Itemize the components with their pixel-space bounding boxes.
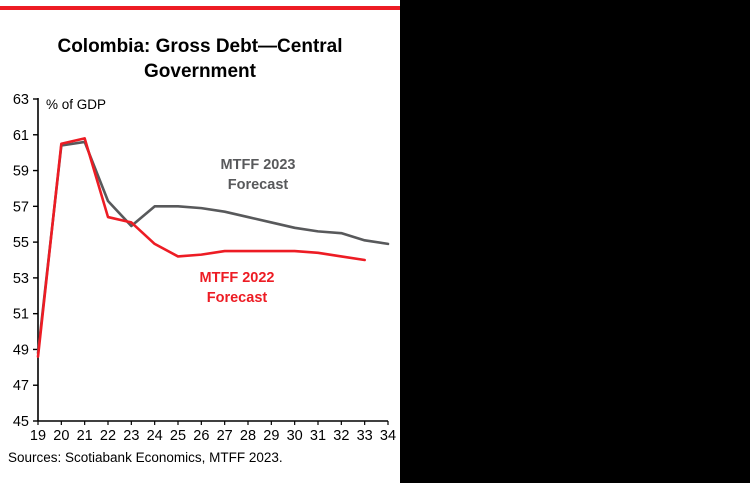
source-note: Sources: Scotiabank Economics, MTFF 2023… bbox=[8, 450, 283, 465]
black-side-panel bbox=[400, 0, 750, 483]
series-label-mtff-2023-line1: MTFF 2023 bbox=[220, 157, 296, 173]
svg-text:21: 21 bbox=[77, 428, 93, 444]
svg-text:49: 49 bbox=[13, 342, 29, 358]
svg-text:63: 63 bbox=[13, 92, 29, 108]
chart-panel: Colombia: Gross Debt—Central Government … bbox=[0, 0, 400, 483]
svg-text:24: 24 bbox=[147, 428, 163, 444]
svg-text:28: 28 bbox=[240, 428, 256, 444]
svg-text:27: 27 bbox=[217, 428, 233, 444]
svg-text:25: 25 bbox=[170, 428, 186, 444]
series-label-mtff-2022: MTFF 2022 Forecast bbox=[182, 268, 292, 308]
series-label-mtff-2022-line1: MTFF 2022 bbox=[199, 270, 275, 286]
series-label-mtff-2023-line2: Forecast bbox=[227, 177, 289, 193]
svg-text:29: 29 bbox=[263, 428, 279, 444]
svg-text:61: 61 bbox=[13, 128, 29, 144]
chart-title-line2: Government bbox=[144, 61, 256, 82]
top-red-rule bbox=[0, 6, 400, 10]
svg-text:33: 33 bbox=[357, 428, 373, 444]
svg-text:34: 34 bbox=[380, 428, 396, 444]
chart-title-line1: Colombia: Gross Debt—Central bbox=[57, 36, 343, 57]
svg-text:55: 55 bbox=[13, 235, 29, 251]
svg-text:32: 32 bbox=[333, 428, 349, 444]
svg-text:22: 22 bbox=[100, 428, 116, 444]
svg-text:45: 45 bbox=[13, 414, 29, 430]
svg-text:31: 31 bbox=[310, 428, 326, 444]
svg-text:23: 23 bbox=[123, 428, 139, 444]
series-label-mtff-2023: MTFF 2023 Forecast bbox=[203, 155, 313, 195]
y-axis-unit-label: % of GDP bbox=[46, 97, 107, 112]
chart-title: Colombia: Gross Debt—Central Government bbox=[0, 34, 400, 84]
svg-text:20: 20 bbox=[53, 428, 69, 444]
svg-text:57: 57 bbox=[13, 199, 29, 215]
series-label-mtff-2022-line2: Forecast bbox=[206, 290, 268, 306]
svg-text:26: 26 bbox=[193, 428, 209, 444]
svg-text:51: 51 bbox=[13, 307, 29, 323]
svg-text:53: 53 bbox=[13, 271, 29, 287]
svg-text:59: 59 bbox=[13, 164, 29, 180]
svg-text:47: 47 bbox=[13, 378, 29, 394]
chart-plot: 45 47 49 51 53 55 57 59 61 63 19 20 21 22 23 24 25 26 27 28… bbox=[13, 92, 396, 444]
svg-text:30: 30 bbox=[287, 428, 303, 444]
svg-text:19: 19 bbox=[30, 428, 46, 444]
